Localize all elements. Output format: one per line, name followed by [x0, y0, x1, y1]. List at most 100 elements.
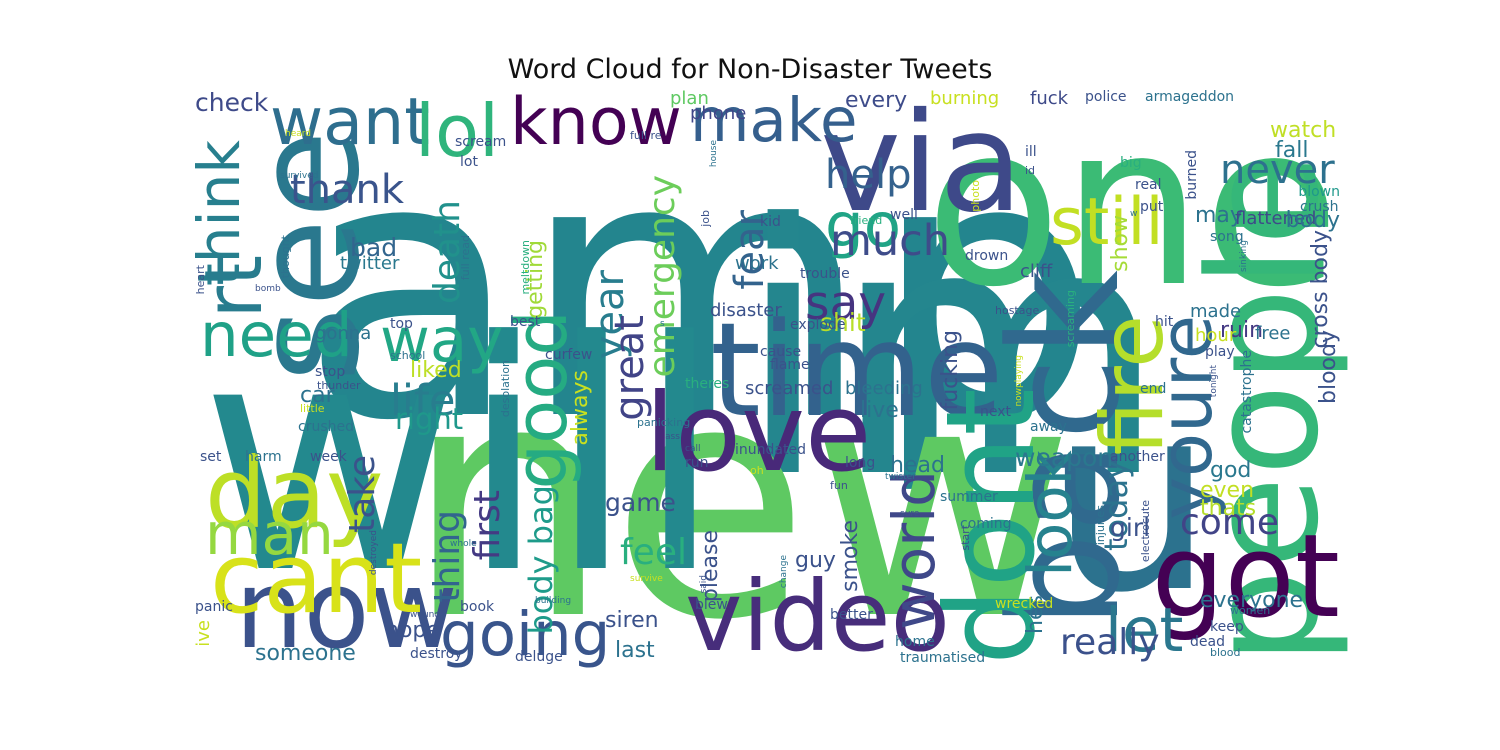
- word-destroy: destroy: [410, 646, 463, 662]
- word-desolation: desolation: [499, 360, 512, 418]
- word-summer: summer: [940, 489, 998, 505]
- word-stop: stop: [315, 364, 346, 380]
- word-deluge: deluge: [515, 649, 563, 665]
- word-know: know: [510, 85, 682, 160]
- word-women: women: [1230, 604, 1271, 617]
- word-injuries: injuries: [1094, 505, 1107, 546]
- word-girl: girl: [1110, 513, 1151, 542]
- word-friend: friend: [850, 214, 883, 227]
- word-change: change: [779, 555, 789, 589]
- word-hostage: hostage: [995, 304, 1040, 317]
- word-big: big: [1120, 155, 1142, 171]
- word-end: end: [1140, 381, 1167, 397]
- word-home: home: [895, 634, 935, 650]
- word-flattened: flattened: [1235, 208, 1317, 229]
- word-run: run: [685, 455, 709, 471]
- word-make: make: [690, 85, 858, 156]
- word-explode: explode: [790, 317, 846, 333]
- word-body: body: [1285, 208, 1340, 233]
- word-ruin: ruin: [1220, 318, 1264, 343]
- word-dead: dead: [1190, 634, 1225, 650]
- word-let: let: [1105, 595, 1184, 666]
- word-watch: watch: [1270, 118, 1337, 143]
- word-one: one: [925, 76, 1340, 336]
- word-may: may: [1195, 203, 1243, 228]
- word-fun: fun: [830, 479, 848, 492]
- word-said: said: [699, 575, 709, 594]
- word-oh: oh: [750, 464, 764, 477]
- word-free: free: [1255, 323, 1291, 344]
- word-crush: crush: [1300, 199, 1339, 215]
- word-crushed: crushed: [298, 419, 354, 435]
- word-screaming: screaming: [1064, 290, 1077, 348]
- word-everyone: everyone: [1200, 588, 1304, 613]
- word-got: got: [1151, 510, 1340, 644]
- word-blood: blood: [1210, 646, 1241, 659]
- word-cloud: amp im new will u one via see back people time love…: [185, 76, 1352, 673]
- word-play: play: [1205, 344, 1235, 360]
- word-thing: thing: [427, 510, 468, 603]
- word-really: really: [1060, 622, 1160, 663]
- word-flame: flame: [770, 357, 810, 373]
- word-need: need: [200, 300, 353, 371]
- word-bleeding: bleeding: [845, 378, 923, 399]
- word-plan: plan: [670, 88, 709, 109]
- word-next: next: [980, 404, 1012, 420]
- word-good: good: [499, 310, 583, 490]
- word-via: via: [820, 84, 1024, 243]
- word-made: made: [1190, 301, 1242, 322]
- word-video: video: [685, 560, 950, 673]
- word-first: first: [467, 490, 508, 561]
- word-police: police: [1085, 89, 1127, 105]
- word-real: real: [1135, 177, 1162, 193]
- word-ive: ive: [193, 620, 214, 647]
- word-song: song: [1210, 229, 1244, 245]
- word-will: will: [200, 274, 724, 643]
- word-photo: photo: [969, 180, 982, 212]
- word-screamed: screamed: [745, 378, 834, 399]
- word-curfew: curfew: [545, 347, 593, 363]
- word-heart: heart: [194, 265, 207, 295]
- word-lot: lot: [460, 154, 478, 170]
- word-w: w: [1130, 209, 1138, 219]
- word-cant: cant: [210, 522, 423, 635]
- word-full-read: full read: [459, 235, 472, 281]
- word-traumatised: traumatised: [900, 650, 986, 666]
- word-long: long: [845, 455, 876, 471]
- word-sure: sure: [900, 509, 920, 519]
- word-going: going: [440, 599, 611, 670]
- word-school: school: [390, 349, 426, 362]
- word-away: away: [1030, 419, 1067, 435]
- word-sinking: sinking: [1239, 240, 1249, 273]
- word-shit: shit: [820, 308, 866, 337]
- word-book: book: [460, 599, 495, 615]
- chart-title: Word Cloud for Non-Disaster Tweets: [507, 54, 993, 85]
- word-car: car: [300, 383, 335, 408]
- word-game: game: [605, 488, 676, 517]
- word-much: much: [830, 216, 951, 266]
- word-catastrophe: catastrophe: [1239, 350, 1255, 434]
- word-feel: feel: [620, 532, 687, 573]
- word-body-bag: body bag: [522, 485, 560, 635]
- word-check: check: [195, 88, 269, 117]
- word-well: well: [890, 207, 918, 223]
- word-fucking: fucking: [938, 330, 963, 411]
- word-trouble: trouble: [800, 266, 850, 282]
- word-smoke: smoke: [838, 520, 863, 592]
- word-cause: cause: [760, 344, 802, 360]
- word-always: always: [568, 370, 593, 446]
- word-want: want: [270, 85, 430, 160]
- word-great: great: [607, 315, 653, 421]
- word-fall: fall: [1275, 138, 1309, 163]
- word-weapon: weapon: [1015, 443, 1114, 472]
- word-id: id: [1025, 164, 1036, 177]
- word-burned: burned: [1184, 150, 1200, 200]
- word-panicking: panicking: [637, 416, 691, 429]
- word-harm: harm: [245, 449, 282, 465]
- word-twister: twister: [885, 472, 916, 482]
- word-burning: burning: [930, 88, 1000, 109]
- word-last: last: [615, 638, 655, 663]
- word-nowplaying: nowplaying: [1014, 355, 1024, 407]
- word-love: love: [645, 371, 872, 496]
- word-go: go: [825, 190, 902, 261]
